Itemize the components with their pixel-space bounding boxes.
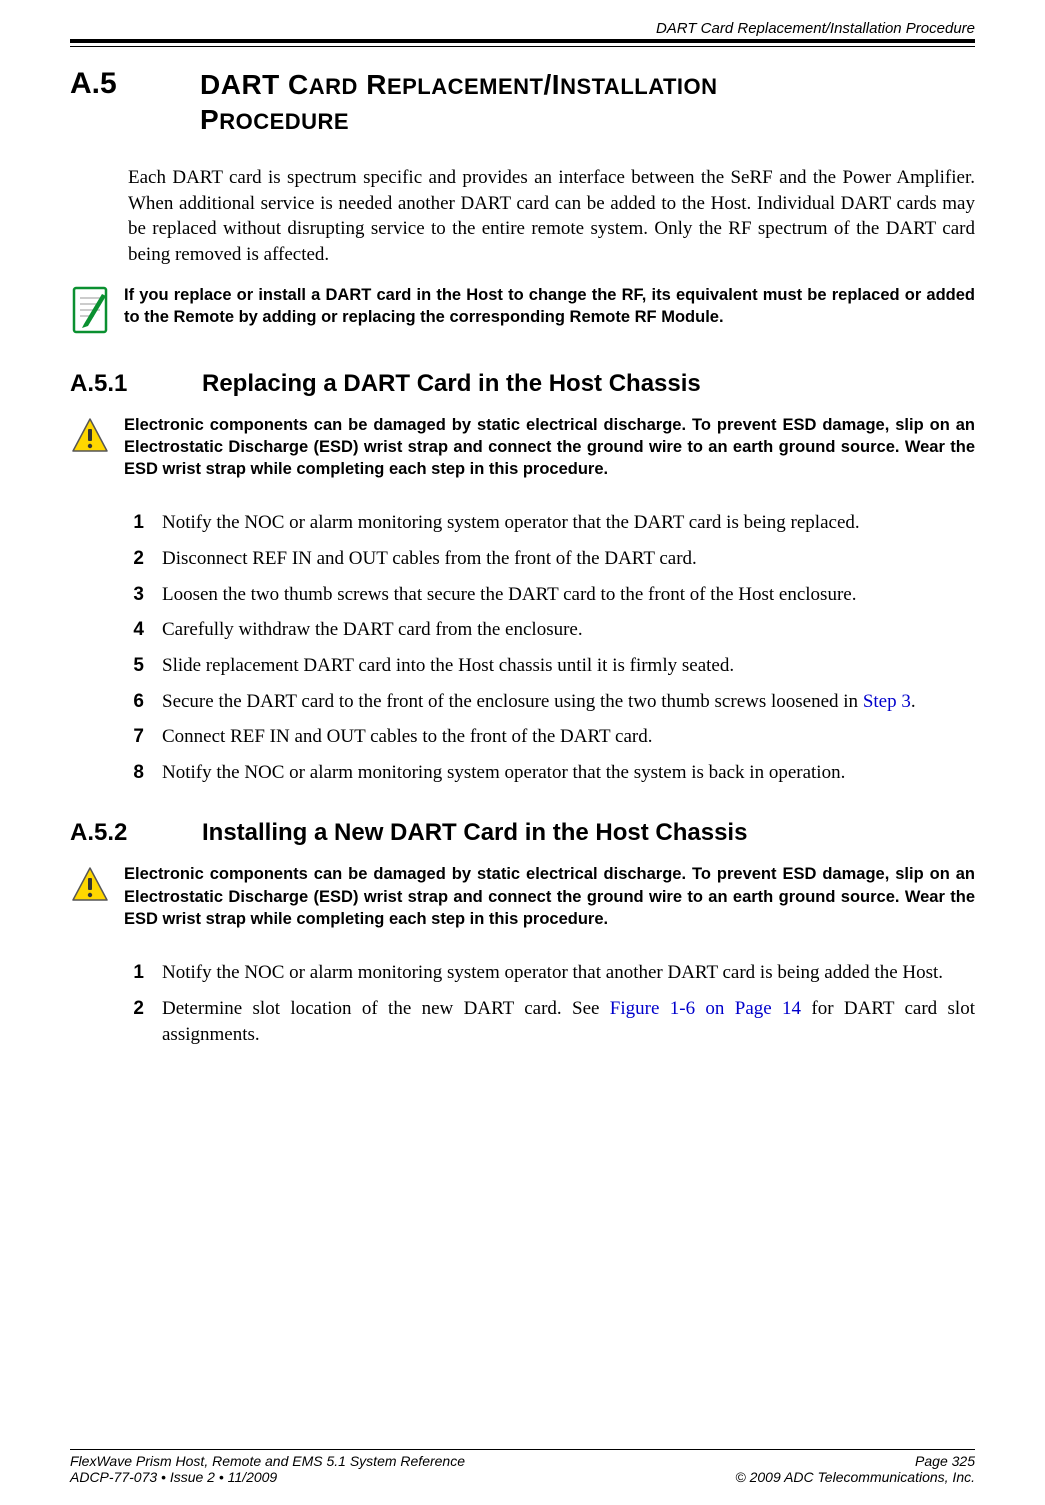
- step-number: 2: [128, 996, 144, 1022]
- footer-right-2: © 2009 ADC Telecommunications, Inc.: [735, 1469, 975, 1485]
- step-number: 7: [128, 724, 144, 750]
- step-list-1: 1 Notify the NOC or alarm monitoring syst…: [128, 510, 975, 785]
- note-icon: [70, 284, 110, 336]
- warning-text-2: Electronic components can be damaged by …: [124, 863, 975, 930]
- step-item: 1 Notify the NOC or alarm monitoring syst…: [128, 510, 975, 536]
- step-number: 3: [128, 582, 144, 608]
- step-text: Notify the NOC or alarm monitoring syste…: [162, 760, 975, 786]
- step-item: 2 Determine slot location of the new DART…: [128, 996, 975, 1047]
- step-text: Carefully withdraw the DART card from th…: [162, 617, 975, 643]
- header-rule: [70, 39, 975, 47]
- note-text: If you replace or install a DART card in…: [124, 284, 975, 329]
- step-number: 4: [128, 617, 144, 643]
- step-text: Secure the DART card to the front of the…: [162, 689, 975, 715]
- warning-icon: [70, 863, 110, 915]
- warning-block-2: Electronic components can be damaged by …: [70, 863, 975, 930]
- warning-block-1: Electronic components can be damaged by …: [70, 414, 975, 481]
- step-item: 1 Notify the NOC or alarm monitoring syst…: [128, 960, 975, 986]
- section-heading: A.5 DART CARD REPLACEMENT/INSTALLATION P…: [70, 67, 975, 137]
- subsection-title-1: Replacing a DART Card in the Host Chassi…: [202, 370, 701, 398]
- step-number: 8: [128, 760, 144, 786]
- footer-left-2: ADCP-77-073 • Issue 2 • 11/2009: [70, 1469, 277, 1485]
- step-item: 8 Notify the NOC or alarm monitoring syst…: [128, 760, 975, 786]
- subsection-number-2: A.5.2: [70, 819, 150, 847]
- step-item: 4 Carefully withdraw the DART card from t…: [128, 617, 975, 643]
- section-title-text: DART CARD REPLACEMENT/INSTALLATION PROCE…: [200, 67, 718, 137]
- step-text: Notify the NOC or alarm monitoring syste…: [162, 510, 975, 536]
- step-item: 6 Secure the DART card to the front of th…: [128, 689, 975, 715]
- step-number: 1: [128, 510, 144, 536]
- step-item: 2 Disconnect REF IN and OUT cables from t…: [128, 546, 975, 572]
- step-number: 1: [128, 960, 144, 986]
- step-number: 6: [128, 689, 144, 715]
- step-item: 3 Loosen the two thumb screws that secure…: [128, 582, 975, 608]
- step-text: Slide replacement DART card into the Hos…: [162, 653, 975, 679]
- section-number: A.5: [70, 67, 140, 101]
- subsection-heading-2: A.5.2 Installing a New DART Card in the …: [70, 819, 975, 847]
- step-list-2: 1 Notify the NOC or alarm monitoring syst…: [128, 960, 975, 1047]
- step-item: 5 Slide replacement DART card into the Ho…: [128, 653, 975, 679]
- step-text: Notify the NOC or alarm monitoring syste…: [162, 960, 975, 986]
- step-text: Loosen the two thumb screws that secure …: [162, 582, 975, 608]
- warning-text-1: Electronic components can be damaged by …: [124, 414, 975, 481]
- step-number: 5: [128, 653, 144, 679]
- note-block: If you replace or install a DART card in…: [70, 284, 975, 336]
- subsection-title-2: Installing a New DART Card in the Host C…: [202, 819, 747, 847]
- step-text: Disconnect REF IN and OUT cables from th…: [162, 546, 975, 572]
- cross-ref-link[interactable]: Figure 1-6 on Page 14: [610, 998, 801, 1019]
- cross-ref-link[interactable]: Step 3: [863, 691, 911, 712]
- footer-right-1: Page 325: [915, 1453, 975, 1469]
- intro-paragraph: Each DART card is spectrum specific and …: [128, 165, 975, 268]
- warning-icon: [70, 414, 110, 466]
- step-text: Determine slot location of the new DART …: [162, 996, 975, 1047]
- step-item: 7 Connect REF IN and OUT cables to the fr…: [128, 724, 975, 750]
- page-footer: FlexWave Prism Host, Remote and EMS 5.1 …: [70, 1449, 975, 1485]
- subsection-number-1: A.5.1: [70, 370, 150, 398]
- step-text: Connect REF IN and OUT cables to the fro…: [162, 724, 975, 750]
- step-number: 2: [128, 546, 144, 572]
- subsection-heading-1: A.5.1 Replacing a DART Card in the Host …: [70, 370, 975, 398]
- footer-left-1: FlexWave Prism Host, Remote and EMS 5.1 …: [70, 1453, 465, 1469]
- running-header: DART Card Replacement/Installation Proce…: [70, 20, 975, 39]
